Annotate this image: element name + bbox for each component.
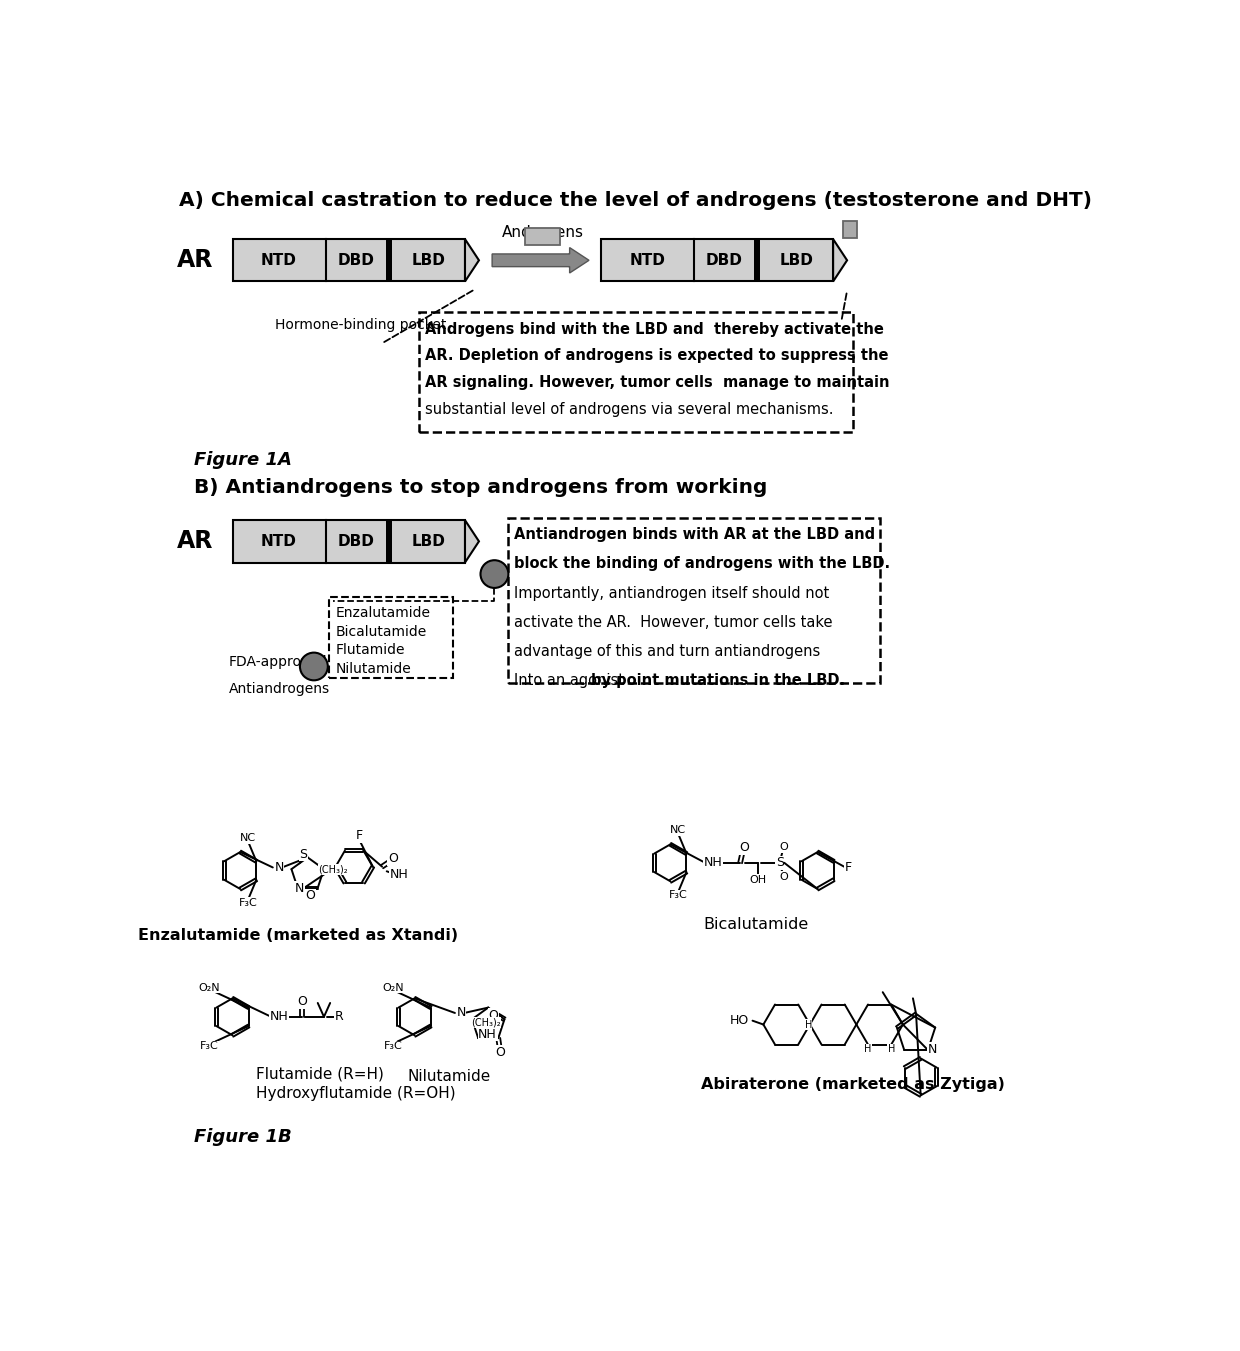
Text: N: N [295,882,304,894]
Text: NC: NC [239,834,257,843]
Text: O: O [739,840,749,854]
Text: O: O [388,852,398,866]
Text: AR signaling. However, tumor cells  manage to maintain: AR signaling. However, tumor cells manag… [424,376,889,390]
Text: AR: AR [177,249,213,273]
Text: O: O [489,1009,498,1021]
Text: F₃C: F₃C [200,1042,218,1051]
Text: O: O [298,994,308,1008]
Bar [233,239,465,281]
Text: Hormone-binding pocket: Hormone-binding pocket [275,317,446,331]
Text: NTD: NTD [629,253,665,267]
Text: N: N [928,1043,937,1055]
Text: OH: OH [749,874,766,885]
Bar [526,228,559,246]
Text: R: R [335,1011,343,1023]
Text: NH: NH [389,867,408,881]
Text: substantial level of androgens via several mechanisms.: substantial level of androgens via sever… [424,403,833,417]
Text: LBD: LBD [780,253,813,267]
Text: FDA-approved: FDA-approved [228,655,327,669]
Text: H: H [888,1044,895,1054]
FancyBboxPatch shape [507,517,879,684]
Text: A) Chemical castration to reduce the level of androgens (testosterone and DHT): A) Chemical castration to reduce the lev… [179,192,1092,211]
Text: Hydroxyflutamide (R=OH): Hydroxyflutamide (R=OH) [255,1086,455,1101]
FancyBboxPatch shape [330,597,454,678]
Text: Figure 1A: Figure 1A [193,451,291,469]
Text: by point mutations in the LBD.: by point mutations in the LBD. [591,673,846,689]
Text: Nilutamide: Nilutamide [408,1069,491,1085]
Text: AR: AR [177,530,213,554]
Text: block the binding of androgens with the LBD.: block the binding of androgens with the … [513,557,890,571]
Polygon shape [492,247,589,273]
Text: NTD: NTD [262,253,296,267]
Text: NH: NH [703,857,723,869]
Polygon shape [465,520,479,562]
Text: F: F [846,861,852,874]
Text: Abiraterone (marketed as Zytiga): Abiraterone (marketed as Zytiga) [701,1077,1004,1092]
Text: F₃C: F₃C [383,1042,402,1051]
Text: Enzalutamide: Enzalutamide [336,607,430,620]
Text: Bicalutamide: Bicalutamide [336,626,427,639]
Text: DBD: DBD [337,534,374,549]
Text: Bicalutamide: Bicalutamide [703,917,808,932]
Text: NH: NH [269,1011,289,1023]
Text: B) Antiandrogens to stop androgens from working: B) Antiandrogens to stop androgens from … [193,478,768,497]
Text: H: H [805,1020,812,1029]
Bar [233,520,465,562]
Text: Figure 1B: Figure 1B [193,1128,291,1147]
Bar [386,239,392,281]
Text: O: O [495,1046,505,1059]
Text: Into an agonist: Into an agonist [513,673,629,689]
Text: O₂N: O₂N [198,982,219,993]
FancyBboxPatch shape [419,312,853,431]
Text: HO: HO [730,1015,749,1027]
Text: NTD: NTD [262,534,296,549]
Bar [843,220,857,238]
Text: O: O [779,843,787,852]
Text: DBD: DBD [337,253,374,267]
Text: N: N [274,861,284,874]
Text: (CH₃)₂: (CH₃)₂ [319,865,348,874]
Text: (CH₃)₂: (CH₃)₂ [471,1017,501,1027]
Text: O₂N: O₂N [382,982,404,993]
Text: advantage of this and turn antiandrogens: advantage of this and turn antiandrogens [513,644,820,659]
Text: Antiandrogens: Antiandrogens [228,682,330,696]
Text: H: H [864,1044,872,1054]
Text: NH: NH [479,1028,497,1040]
Bar [600,239,833,281]
Text: S: S [299,847,308,861]
Text: AR. Depletion of androgens is expected to suppress the: AR. Depletion of androgens is expected t… [424,349,888,363]
Text: Enzalutamide (marketed as Xtandi): Enzalutamide (marketed as Xtandi) [139,928,459,943]
Text: Nilutamide: Nilutamide [336,662,412,676]
Text: O: O [305,889,315,902]
Text: LBD: LBD [412,253,445,267]
Text: Antiandrogen binds with AR at the LBD and: Antiandrogen binds with AR at the LBD an… [513,527,875,542]
Circle shape [481,561,508,588]
Text: F₃C: F₃C [668,890,687,900]
Bar [386,520,392,562]
Bar [754,239,760,281]
Polygon shape [465,239,479,281]
Circle shape [300,653,327,681]
Text: F₃C: F₃C [238,898,258,908]
Text: Flutamide (R=H): Flutamide (R=H) [255,1067,383,1082]
Text: Flutamide: Flutamide [336,643,405,658]
Text: O: O [779,871,787,882]
Text: LBD: LBD [412,534,445,549]
Polygon shape [833,239,847,281]
Text: Androgens: Androgens [501,226,584,240]
Text: DBD: DBD [706,253,743,267]
Text: Androgens bind with the LBD and  thereby activate the: Androgens bind with the LBD and thereby … [424,322,884,336]
Text: F: F [356,830,362,843]
Text: NC: NC [670,825,686,835]
Text: activate the AR.  However, tumor cells take: activate the AR. However, tumor cells ta… [513,615,832,630]
Text: Importantly, antiandrogen itself should not: Importantly, antiandrogen itself should … [513,585,830,601]
Text: N: N [456,1006,466,1020]
Text: S: S [776,857,784,869]
